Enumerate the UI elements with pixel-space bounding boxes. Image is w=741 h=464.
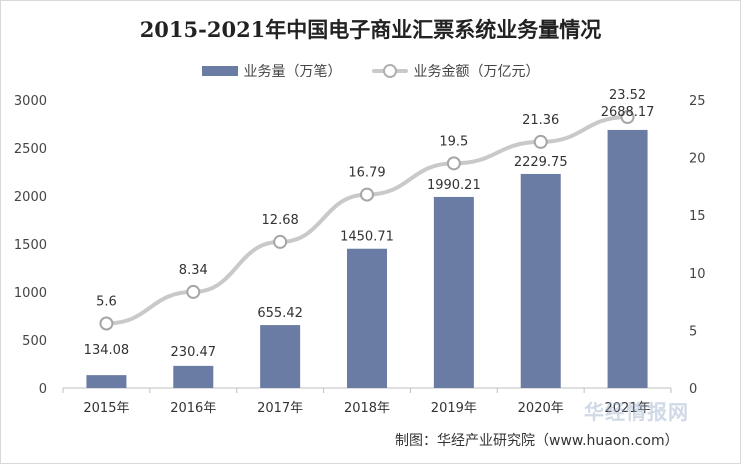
bar-data-label: 2688.17 (601, 105, 655, 120)
line-point (360, 187, 374, 202)
bar (520, 173, 561, 388)
line-point (99, 316, 114, 331)
x-category-label: 2020年 (518, 401, 564, 416)
line-data-label: 5.6 (96, 294, 117, 309)
chart-title: 2015-2021年中国电子商业汇票系统业务量情况 (139, 17, 602, 42)
y-left-tick-label: 2000 (14, 190, 47, 205)
line-data-label: 12.68 (262, 213, 299, 228)
bar-data-label: 1450.71 (340, 230, 394, 245)
line-data-label: 21.36 (522, 113, 559, 128)
line-point (186, 284, 201, 299)
legend-bar-swatch (201, 66, 238, 76)
line-data-label: 16.79 (348, 166, 385, 181)
x-category-label: 2019年 (431, 401, 477, 416)
bar-data-label: 655.42 (257, 306, 303, 321)
x-category-label: 2021年 (605, 401, 651, 416)
bar (86, 375, 127, 388)
y-left-tick-label: 0 (39, 382, 47, 397)
bar (260, 325, 301, 388)
y-left-tick-label: 500 (22, 334, 47, 349)
legend: 业务量（万笔） 业务金额（万亿元） (0, 61, 741, 81)
y-left-tick-label: 1500 (14, 238, 47, 253)
legend-item-volume: 业务量（万笔） (201, 61, 342, 81)
line-data-label: 19.5 (439, 134, 468, 149)
bar (347, 248, 387, 388)
bar (607, 129, 648, 389)
x-category-label: 2018年 (344, 401, 390, 416)
bar-data-label: 230.47 (171, 345, 217, 360)
bar-data-label: 134.08 (84, 343, 130, 358)
legend-label-amount: 业务金额（万亿元） (413, 64, 540, 80)
y-right-tick-label: 0 (689, 382, 697, 397)
line-data-label: 23.52 (609, 88, 646, 103)
line-point (446, 156, 461, 171)
line-point (273, 234, 288, 249)
x-category-label: 2015年 (83, 401, 129, 416)
bar (433, 196, 474, 388)
bar (173, 365, 214, 388)
watermark-logo: 华经情报网 (584, 400, 689, 424)
y-right-tick-label: 25 (689, 94, 706, 109)
legend-item-amount: 业务金额（万亿元） (371, 61, 540, 81)
line-point (620, 110, 635, 125)
y-right-tick-label: 10 (689, 267, 706, 282)
x-category-label: 2016年 (170, 401, 216, 416)
legend-label-volume: 业务量（万笔） (243, 64, 342, 80)
y-left-tick-label: 3000 (14, 94, 47, 109)
y-right-tick-label: 5 (689, 324, 697, 339)
y-right-tick-label: 15 (689, 209, 706, 224)
y-left-tick-label: 1000 (14, 286, 47, 301)
bar-data-label: 2229.75 (514, 155, 568, 170)
source-note: 制图：华经产业研究院（www.huaon.com） (395, 433, 679, 449)
line-data-label: 8.34 (179, 263, 208, 278)
y-left-tick-label: 2500 (14, 142, 47, 157)
y-right-tick-label: 20 (689, 152, 706, 167)
legend-line-swatch (371, 64, 408, 78)
x-category-label: 2017年 (257, 401, 303, 416)
line-point (533, 134, 548, 149)
bar-data-label: 1990.21 (427, 178, 481, 193)
